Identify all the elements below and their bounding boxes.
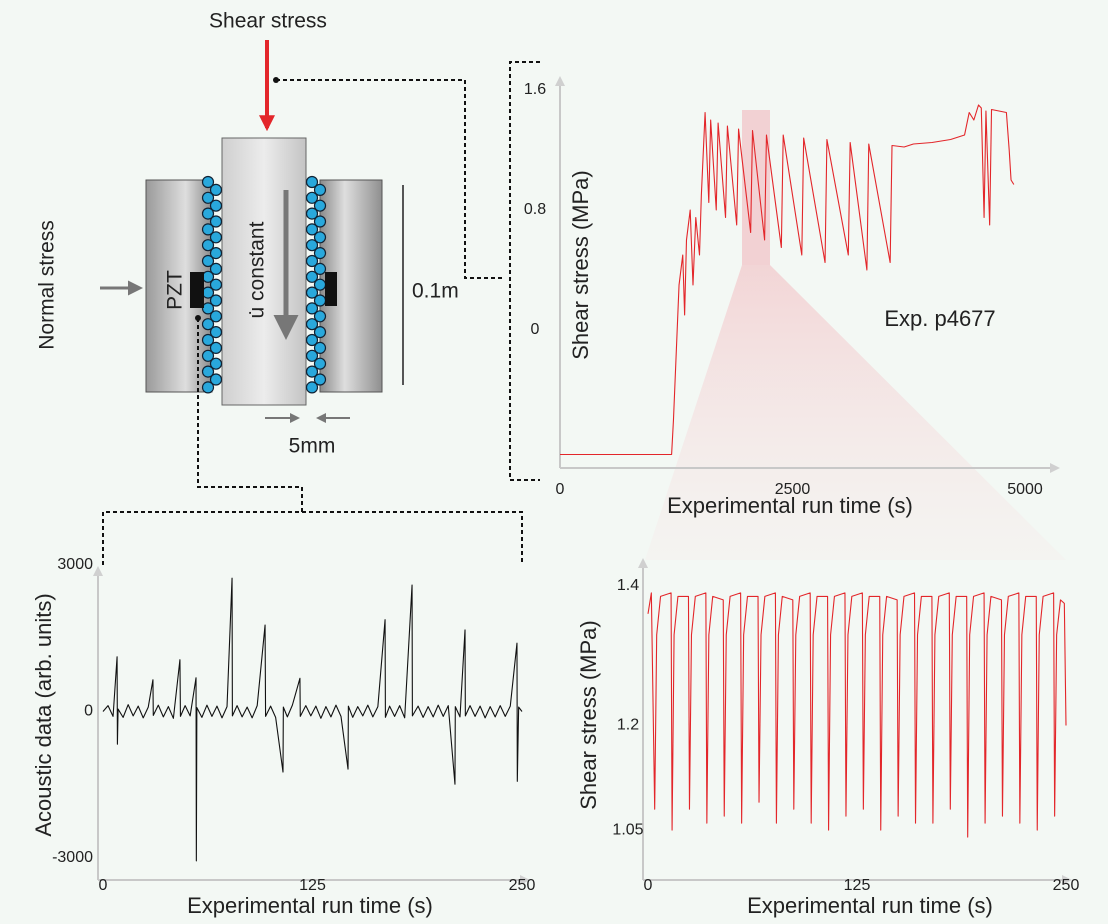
y-axis-label: Shear stress (MPa): [576, 620, 601, 810]
annotation: Exp. p4677: [884, 306, 995, 331]
bead: [201, 365, 215, 378]
bead: [313, 357, 327, 370]
bead: [209, 199, 223, 212]
connector: [276, 79, 505, 279]
data-line: [560, 104, 1015, 456]
bead: [313, 199, 327, 212]
y-tick-label: 1.6: [524, 81, 546, 98]
bead: [209, 373, 223, 386]
bead: [209, 278, 223, 291]
zoom-fan: [645, 265, 1066, 560]
bead: [313, 326, 327, 339]
x-tick-label: 250: [1053, 877, 1080, 894]
apparatus-diagram: Shear stress Normal stress PZT u̇ consta…: [36, 10, 459, 458]
bead: [313, 262, 327, 275]
bead: [313, 373, 327, 386]
bead: [209, 326, 223, 339]
bead: [201, 239, 215, 252]
x-tick-label: 5000: [1007, 481, 1043, 498]
gouge-layer: [201, 175, 327, 394]
bead: [305, 333, 319, 347]
y-tick-label: -3000: [52, 849, 93, 866]
bead: [201, 381, 215, 394]
y-tick-label: 3000: [57, 556, 93, 573]
shear-label: Shear stress: [209, 10, 327, 33]
bead: [305, 191, 319, 204]
bead: [209, 294, 223, 307]
gap-label: 5mm: [289, 435, 336, 458]
pzt-label: PZT: [164, 270, 187, 310]
bead: [201, 254, 215, 268]
bead: [305, 318, 319, 331]
x-tick-label: 125: [844, 877, 871, 894]
pzt-sensor: [325, 272, 337, 306]
data-line: [102, 577, 523, 862]
length-label: 0.1m: [412, 280, 459, 303]
bead: [201, 223, 215, 236]
bead: [201, 333, 215, 347]
bead: [209, 215, 223, 228]
bead: [313, 341, 327, 354]
bead: [201, 207, 215, 220]
x-tick-label: 250: [509, 877, 536, 894]
bead: [313, 183, 327, 196]
bead: [313, 231, 327, 244]
x-axis-label: Experimental run time (s): [187, 893, 433, 918]
bead: [305, 239, 319, 252]
bead: [209, 231, 223, 244]
bead: [305, 286, 319, 299]
x-axis-label: Experimental run time (s): [747, 893, 993, 918]
bead: [201, 349, 215, 362]
bead: [313, 215, 327, 228]
y-axis-label: Shear stress (MPa): [568, 170, 593, 360]
bead: [201, 302, 215, 315]
bead: [209, 310, 223, 323]
bead: [305, 254, 319, 268]
bead: [305, 270, 319, 283]
x-tick-label: 2500: [775, 481, 811, 498]
normal-label: Normal stress: [36, 220, 59, 350]
bead: [305, 175, 319, 189]
bead: [209, 262, 223, 275]
connector-bracket: [102, 511, 523, 565]
x-tick-label: 125: [299, 877, 326, 894]
bead: [209, 183, 223, 196]
x-tick-label: 0: [99, 877, 108, 894]
bead: [305, 381, 319, 394]
bead: [313, 247, 327, 260]
bead: [209, 247, 223, 260]
data-line: [647, 592, 1067, 838]
y-tick-label: 0: [531, 321, 540, 338]
y-axis-label: Acoustic data (arb. units): [31, 593, 56, 836]
connector-bracket: [509, 61, 540, 481]
bead: [305, 349, 319, 362]
bead: [201, 175, 215, 189]
velocity-label: u̇ constant: [246, 221, 269, 318]
bead: [313, 310, 327, 323]
bead: [209, 341, 223, 354]
pzt-sensor: [190, 272, 204, 308]
y-tick-label: 1.2: [617, 717, 639, 734]
bead: [305, 365, 319, 378]
bead: [305, 207, 319, 220]
x-tick-label: 0: [644, 877, 653, 894]
y-tick-label: 1.4: [617, 577, 639, 594]
bead: [201, 191, 215, 204]
bead: [305, 302, 319, 315]
y-tick-label: 0: [84, 703, 93, 720]
x-tick-label: 0: [556, 481, 565, 498]
connector: [197, 318, 303, 512]
x-axis-label: Experimental run time (s): [667, 493, 913, 518]
bead: [209, 357, 223, 370]
y-tick-label: 0.8: [524, 201, 546, 218]
bead: [305, 223, 319, 236]
center-block: [221, 137, 307, 406]
bead: [201, 318, 215, 331]
y-tick-label: 1.05: [612, 821, 643, 838]
